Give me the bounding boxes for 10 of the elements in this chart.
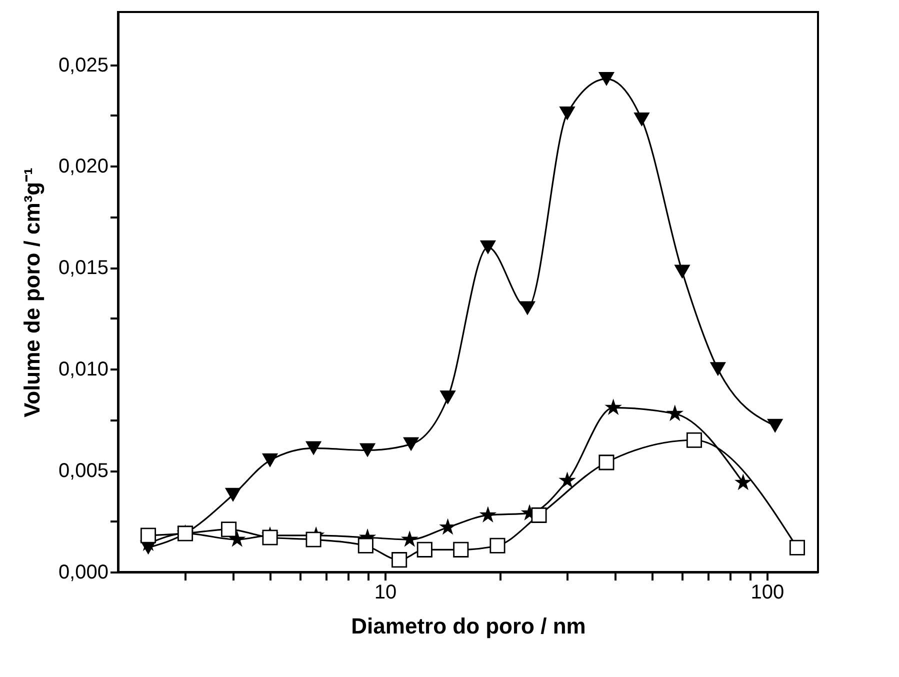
y-tick-label: 0,010 bbox=[58, 358, 108, 381]
x-tick-label: 10 bbox=[374, 582, 397, 604]
y-tick-label: 0,005 bbox=[58, 460, 108, 482]
x-tick-label: 100 bbox=[750, 582, 784, 604]
y-tick-label: 0,020 bbox=[58, 156, 108, 178]
x-axis-title: Diametro do poro / nm bbox=[351, 614, 586, 638]
y-axis-title: Volume de poro / cm³g⁻¹ bbox=[19, 168, 44, 418]
y-tick-label: 0,000 bbox=[58, 562, 108, 584]
y-tick-label: 0,025 bbox=[58, 54, 108, 76]
y-tick-label: 0,015 bbox=[58, 257, 108, 280]
